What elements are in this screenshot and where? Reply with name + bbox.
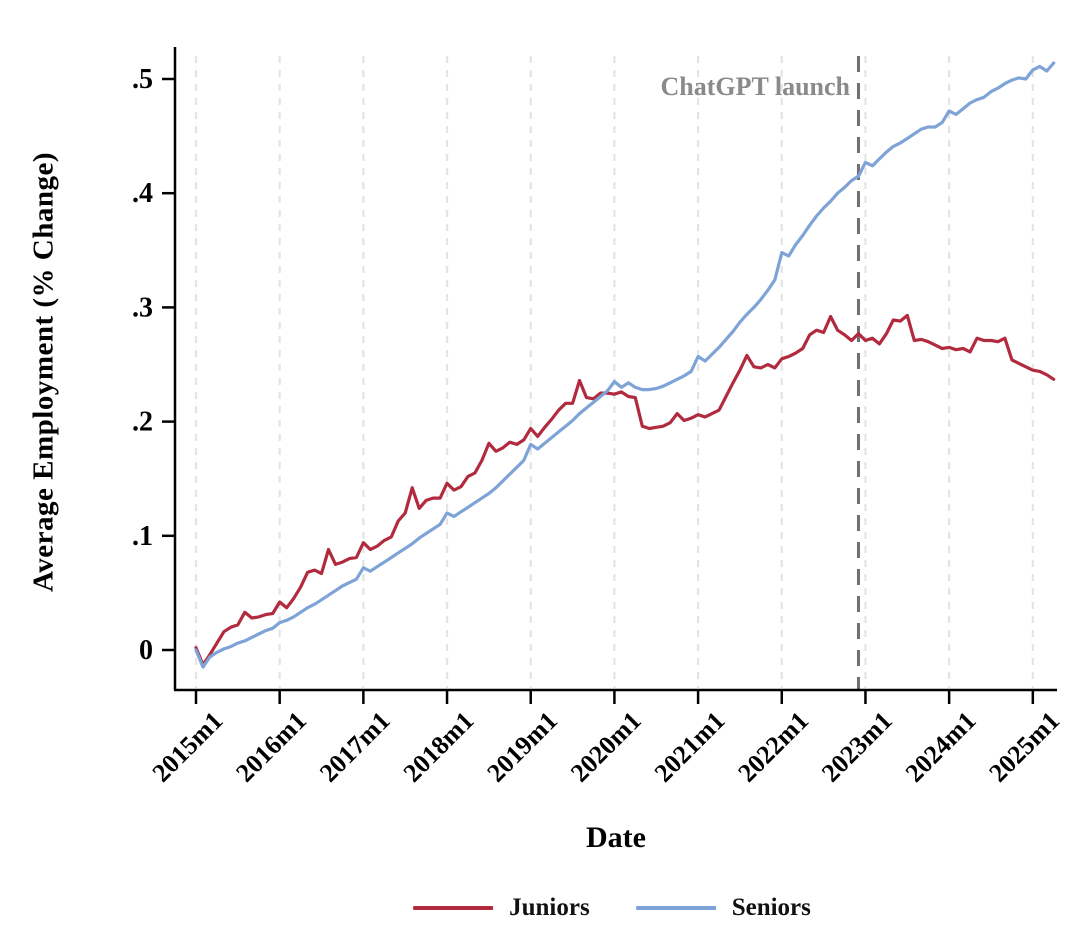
x-tick-label: 2024m1	[900, 706, 982, 788]
y-tick-label: 0	[139, 635, 153, 666]
y-tick-label: .4	[132, 178, 153, 209]
y-tick-label: .2	[132, 407, 153, 438]
legend-item-juniors: Juniors	[413, 894, 590, 922]
chatgpt-launch-label: ChatGPT launch	[660, 72, 850, 101]
x-tick-label: 2015m1	[147, 706, 229, 788]
x-tick-label: 2025m1	[983, 706, 1065, 788]
legend-label-seniors: Seniors	[731, 894, 811, 921]
x-tick-label: 2017m1	[314, 706, 396, 788]
y-tick-label: .5	[132, 64, 153, 95]
y-tick-label: .1	[132, 521, 153, 552]
x-tick-label: 2020m1	[565, 706, 647, 788]
x-tick-label: 2018m1	[398, 706, 480, 788]
legend-item-seniors: Seniors	[635, 894, 811, 922]
seniors-line-swatch	[635, 906, 716, 910]
seniors-line	[194, 61, 1056, 669]
x-tick-label: 2023m1	[816, 706, 898, 788]
x-tick-label: 2021m1	[649, 706, 731, 788]
juniors-line-swatch	[413, 906, 494, 910]
x-tick-label: 2019m1	[481, 706, 563, 788]
x-tick-label: 2016m1	[230, 706, 312, 788]
juniors-line	[194, 313, 1056, 667]
legend-label-juniors: Juniors	[509, 894, 590, 921]
legend: Juniors Seniors	[413, 894, 811, 922]
x-axis-title: Date	[586, 821, 646, 854]
y-tick-label: .3	[132, 292, 153, 323]
x-tick-label: 2022m1	[732, 706, 814, 788]
y-axis-title: Average Employment (% Change)	[27, 151, 60, 593]
